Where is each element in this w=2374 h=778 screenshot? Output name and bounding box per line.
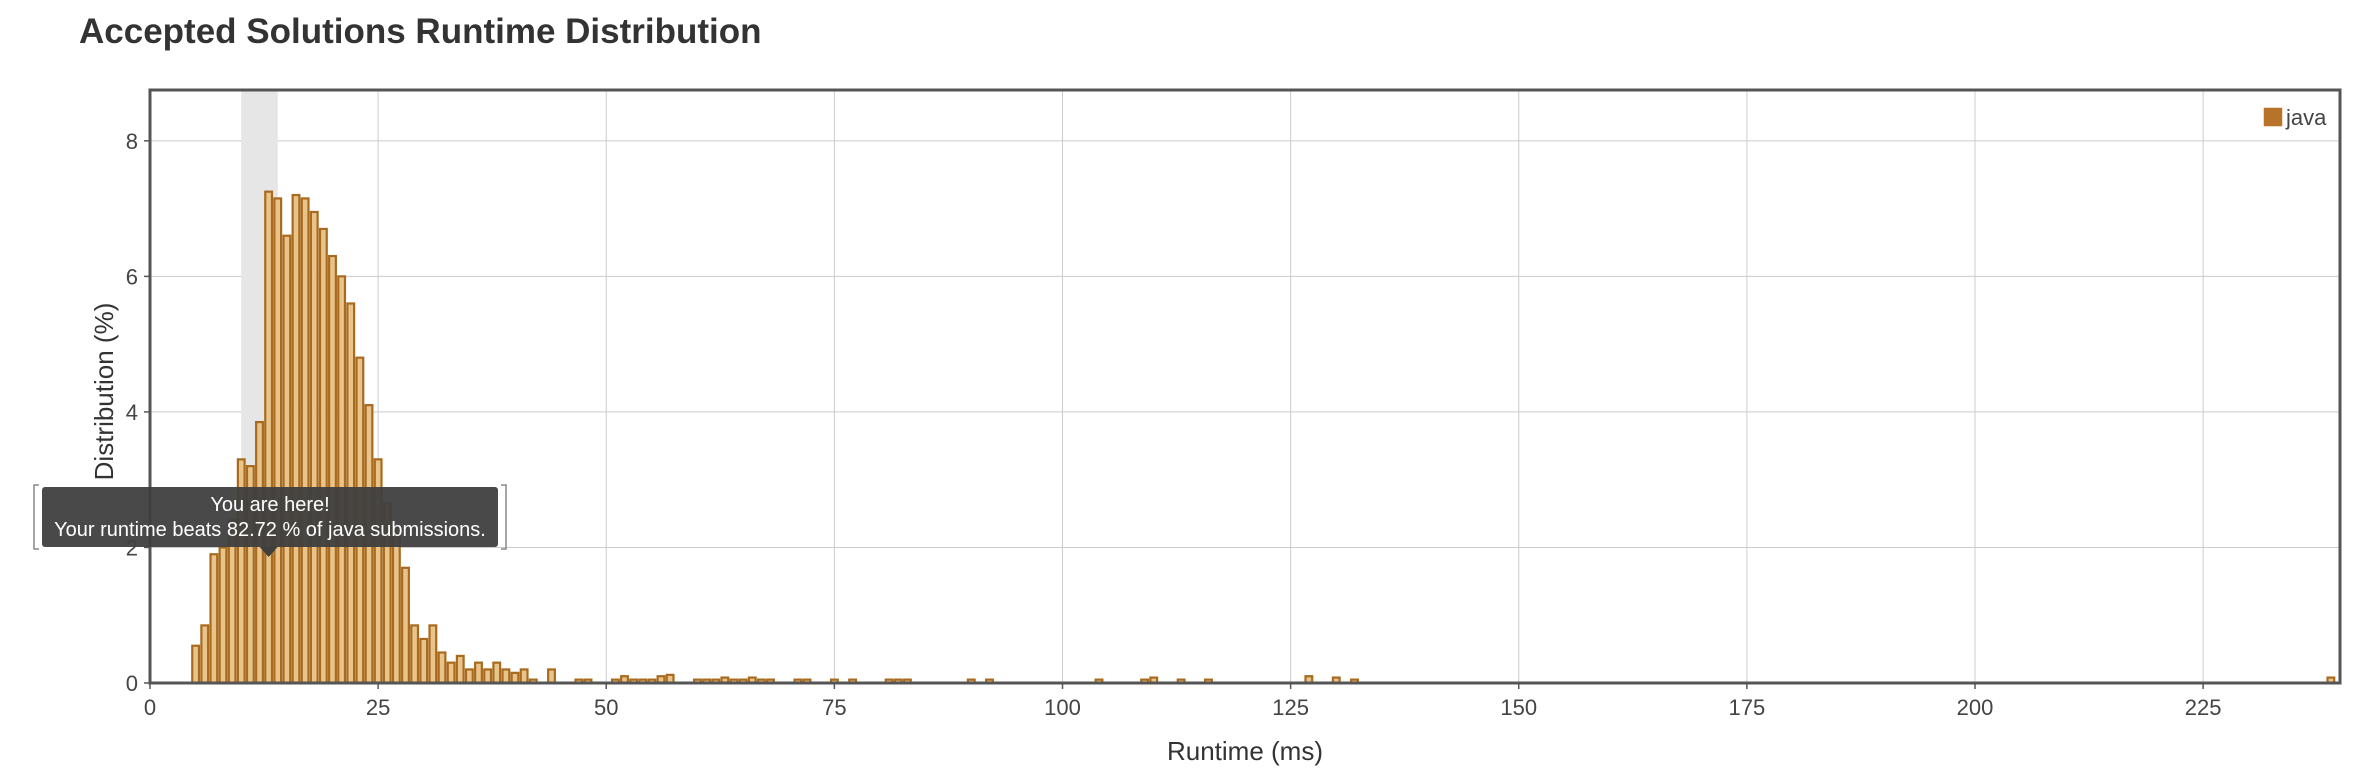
bar[interactable] <box>282 234 292 685</box>
bar[interactable] <box>391 526 401 685</box>
page-title: Accepted Solutions Runtime Distribution <box>79 12 762 51</box>
bar[interactable] <box>273 197 283 685</box>
tooltip-arrow <box>259 547 278 557</box>
y-tick-label: 8 <box>126 129 138 154</box>
x-tick-label: 200 <box>1957 695 1994 720</box>
bar[interactable] <box>455 654 465 685</box>
y-tick-label: 0 <box>126 671 138 696</box>
bar[interactable] <box>501 668 511 685</box>
x-tick-label: 150 <box>1500 695 1537 720</box>
x-tick-label: 0 <box>144 695 156 720</box>
bar[interactable] <box>337 275 347 685</box>
bar[interactable] <box>437 651 447 685</box>
bar[interactable] <box>255 420 264 685</box>
x-axis-ticks: 0 25 50 75 100 125 150 175 200 225 <box>144 683 2222 720</box>
tooltip-title: You are here! <box>210 494 329 516</box>
x-tick-label: 125 <box>1272 695 1309 720</box>
bar[interactable] <box>264 190 274 685</box>
bar[interactable] <box>492 661 502 685</box>
bar[interactable] <box>419 637 429 685</box>
legend-label-java: java <box>2285 105 2327 130</box>
x-tick-label: 25 <box>366 695 390 720</box>
tooltip-box <box>42 487 498 547</box>
bar[interactable] <box>474 661 483 685</box>
bar[interactable] <box>519 668 529 685</box>
x-tick-label: 75 <box>822 695 846 720</box>
bar[interactable] <box>547 668 556 685</box>
bar[interactable] <box>200 624 210 685</box>
legend[interactable]: java <box>2262 105 2327 130</box>
bar[interactable] <box>328 254 337 685</box>
x-axis-title: Runtime (ms) <box>1167 736 1323 766</box>
x-tick-label: 175 <box>1729 695 1766 720</box>
bar[interactable] <box>446 661 456 685</box>
y-tick-label: 6 <box>126 264 138 289</box>
y-tick-label: 4 <box>126 400 138 425</box>
bar[interactable] <box>401 566 410 685</box>
runtime-tooltip: You are here! Your runtime beats 82.72 %… <box>33 484 507 557</box>
bars <box>191 190 2336 685</box>
bar[interactable] <box>318 227 328 685</box>
plot-frame <box>148 88 2342 685</box>
x-tick-label: 50 <box>594 695 618 720</box>
bar[interactable] <box>464 668 474 685</box>
tooltip-brackets <box>33 484 507 550</box>
x-tick-label: 225 <box>2185 695 2222 720</box>
bar[interactable] <box>483 668 493 685</box>
bar[interactable] <box>428 624 438 685</box>
bar[interactable] <box>291 193 301 685</box>
tooltip-message: Your runtime beats 82.72 % of java submi… <box>54 519 486 541</box>
bar[interactable] <box>191 644 201 685</box>
bar[interactable] <box>410 624 420 685</box>
x-tick-label: 100 <box>1044 695 1081 720</box>
bar[interactable] <box>300 197 310 685</box>
bar[interactable] <box>209 553 219 685</box>
bar[interactable] <box>510 671 520 685</box>
legend-swatch-java <box>2262 106 2284 128</box>
bar[interactable] <box>309 210 319 685</box>
y-axis-title: Distribution (%) <box>89 303 119 481</box>
bar[interactable] <box>218 546 228 685</box>
grid-lines <box>149 90 2340 684</box>
